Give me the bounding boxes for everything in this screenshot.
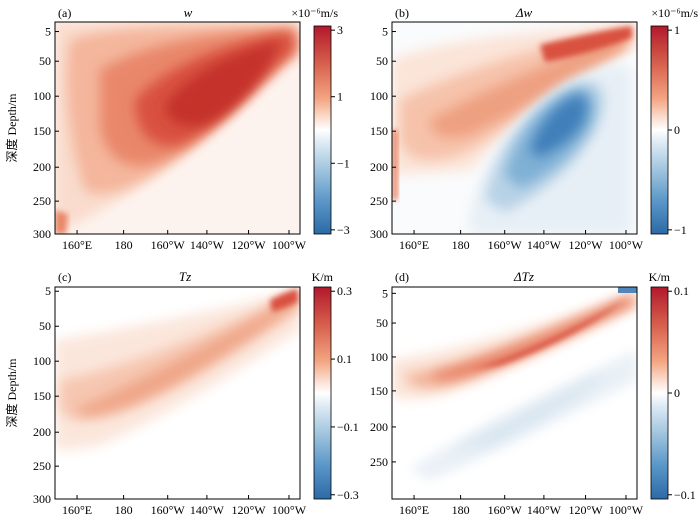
x-tick-label: 140°W (527, 503, 562, 517)
y-tick-label: 300 (33, 227, 51, 241)
panel-c-unit: K/m (312, 270, 334, 284)
y-tick-label: 300 (370, 227, 388, 241)
panel-c-contours (55, 289, 300, 450)
panel-b (391, 21, 638, 235)
panel-d-title: ΔTz (513, 269, 534, 284)
colorbar-tick-label: 1 (337, 90, 343, 104)
y-tick-label: 250 (370, 455, 388, 469)
colorbar-a (313, 25, 332, 235)
colorbar-tick-label: −0.1 (337, 420, 359, 434)
panel-a-frame (54, 21, 301, 235)
y-tick-label: 50 (376, 54, 388, 68)
colorbar-tick-label: −0.3 (337, 488, 359, 502)
y-tick-label: 100 (370, 350, 388, 364)
colorbar-tick-label: −1 (674, 223, 687, 237)
x-tick-label: 120°W (231, 503, 266, 517)
panel-a-contours (55, 22, 300, 234)
panel-a-label: (a) (58, 6, 71, 20)
x-tick-label: 160°E (399, 503, 429, 517)
x-tick-label: 180 (115, 238, 133, 252)
y-tick-label: 250 (370, 194, 388, 208)
y-tick-label: 200 (33, 425, 51, 439)
y-tick-label: 250 (33, 459, 51, 473)
x-tick-label: 180 (452, 503, 470, 517)
colorbar-c (313, 286, 332, 500)
y-tick-label: 200 (33, 160, 51, 174)
panel-b-title: Δw (515, 5, 533, 20)
panel-d-contours (392, 287, 637, 480)
panel-d-unit: K/m (649, 270, 671, 284)
x-tick-label: 160°W (488, 238, 523, 252)
panel-d (391, 286, 638, 500)
panel-d-label: (d) (395, 270, 409, 284)
panel-c (54, 286, 301, 500)
x-tick-label: 140°W (190, 503, 225, 517)
x-tick-label: 120°W (568, 503, 603, 517)
panel-b-label: (b) (395, 6, 409, 20)
panel-c-label: (c) (58, 270, 71, 284)
panel-c-frame (54, 286, 301, 500)
panel-a-title: w (184, 5, 193, 20)
x-tick-label: 100°W (609, 503, 644, 517)
panel-b-unit: ×10⁻⁶m/s (651, 6, 698, 20)
panel-c-title: Tz (179, 269, 191, 284)
y-tick-label: 150 (33, 124, 51, 138)
x-tick-label: 140°W (190, 238, 225, 252)
y-tick-label: 50 (376, 316, 388, 330)
colorbar-tick-label: 0.1 (337, 352, 352, 366)
x-tick-label: 120°W (231, 238, 266, 252)
x-tick-label: 180 (115, 503, 133, 517)
y-tick-label: 5 (45, 25, 51, 39)
x-tick-label: 160°W (151, 238, 186, 252)
y-tick-label: 200 (370, 160, 388, 174)
x-tick-label: 160°W (488, 503, 523, 517)
y-tick-label: 250 (33, 194, 51, 208)
colorbar-tick-label: −3 (337, 223, 350, 237)
x-tick-label: 180 (452, 238, 470, 252)
colorbar-tick-label: 1 (674, 23, 680, 37)
x-tick-label: 100°W (272, 503, 307, 517)
panel-d-frame (391, 286, 638, 500)
panel-a (54, 21, 301, 235)
y-tick-label: 100 (370, 89, 388, 103)
y-tick-label: 150 (370, 384, 388, 398)
y-tick-label: 100 (33, 354, 51, 368)
x-tick-label: 100°W (272, 238, 307, 252)
y-tick-label: 50 (39, 319, 51, 333)
x-tick-label: 120°W (568, 238, 603, 252)
y-tick-label: 150 (33, 389, 51, 403)
y-axis-title-bottom: 深度 Depth/m (4, 358, 19, 428)
y-tick-label: 50 (39, 54, 51, 68)
panel-a-unit: ×10⁻⁶m/s (291, 6, 338, 20)
y-tick-label: 300 (33, 492, 51, 506)
y-tick-label: 5 (45, 284, 51, 298)
colorbar-d (650, 286, 669, 500)
x-tick-label: 140°W (527, 238, 562, 252)
colorbar-tick-label: −1 (337, 156, 350, 170)
y-tick-label: 5 (382, 286, 388, 300)
y-tick-label: 5 (382, 25, 388, 39)
y-tick-label: 150 (370, 124, 388, 138)
panel-b-contours (392, 24, 637, 234)
x-tick-label: 160°E (62, 503, 92, 517)
y-tick-label: 100 (33, 89, 51, 103)
y-axis-title-top: 深度 Depth/m (4, 93, 19, 163)
colorbar-b (650, 25, 669, 235)
colorbar-tick-label: −0.1 (674, 488, 696, 502)
colorbar-tick-label: 0 (674, 123, 680, 137)
axis-ticks: 160°E 180 160°W 140°W 120°W 100°W550100150200… (33, 23, 696, 517)
colorbars (313, 25, 669, 500)
x-tick-label: 160°E (62, 238, 92, 252)
colorbar-tick-label: 3 (337, 23, 343, 37)
x-tick-label: 160°E (399, 238, 429, 252)
panel-b-frame (391, 21, 638, 235)
colorbar-tick-label: 0.1 (674, 284, 689, 298)
colorbar-tick-label: 0 (674, 386, 680, 400)
y-tick-label: 200 (370, 420, 388, 434)
x-tick-label: 160°W (151, 503, 186, 517)
x-tick-label: 100°W (609, 238, 644, 252)
colorbar-tick-label: 0.3 (337, 284, 352, 298)
